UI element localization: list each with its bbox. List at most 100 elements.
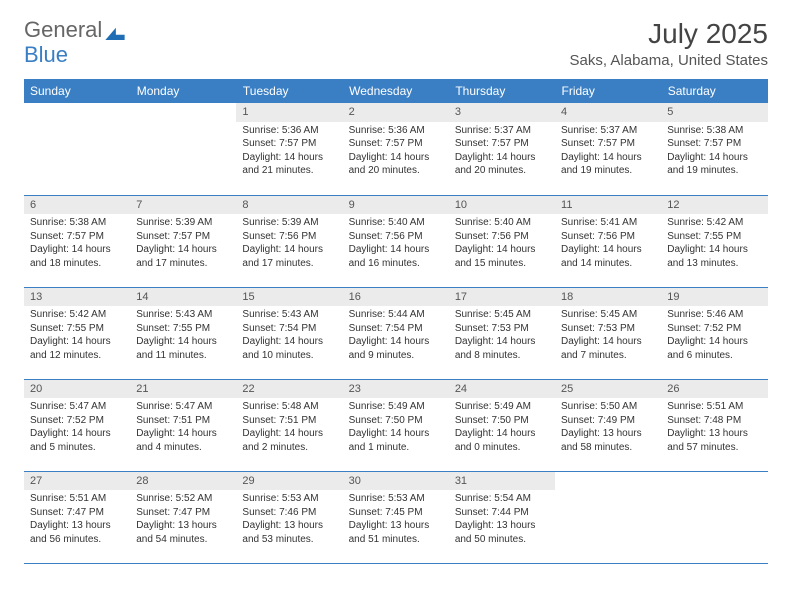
calendar-cell: 1Sunrise: 5:36 AMSunset: 7:57 PMDaylight… <box>236 103 342 195</box>
sunrise-line: Sunrise: 5:45 AM <box>455 308 549 322</box>
daylight-line: Daylight: 13 hours and 56 minutes. <box>30 519 124 546</box>
sunset-line: Sunset: 7:53 PM <box>455 322 549 336</box>
daylight-line: Daylight: 14 hours and 7 minutes. <box>561 335 655 362</box>
daylight-line: Daylight: 14 hours and 0 minutes. <box>455 427 549 454</box>
day-number: 27 <box>24 472 130 491</box>
day-details: Sunrise: 5:45 AMSunset: 7:53 PMDaylight:… <box>449 306 555 366</box>
sunset-line: Sunset: 7:55 PM <box>136 322 230 336</box>
sunset-line: Sunset: 7:54 PM <box>349 322 443 336</box>
sunrise-line: Sunrise: 5:49 AM <box>455 400 549 414</box>
sunset-line: Sunset: 7:56 PM <box>561 230 655 244</box>
day-number: 5 <box>661 103 767 122</box>
calendar-head: SundayMondayTuesdayWednesdayThursdayFrid… <box>24 79 768 103</box>
calendar-cell: 13Sunrise: 5:42 AMSunset: 7:55 PMDayligh… <box>24 287 130 379</box>
calendar-cell: 6Sunrise: 5:38 AMSunset: 7:57 PMDaylight… <box>24 195 130 287</box>
day-details: Sunrise: 5:43 AMSunset: 7:55 PMDaylight:… <box>130 306 236 366</box>
calendar-cell: 17Sunrise: 5:45 AMSunset: 7:53 PMDayligh… <box>449 287 555 379</box>
daylight-line: Daylight: 14 hours and 5 minutes. <box>30 427 124 454</box>
day-number: 12 <box>661 196 767 215</box>
calendar-cell: 30Sunrise: 5:53 AMSunset: 7:45 PMDayligh… <box>343 471 449 563</box>
sunrise-line: Sunrise: 5:37 AM <box>561 124 655 138</box>
day-number: 18 <box>555 288 661 307</box>
day-number: 28 <box>130 472 236 491</box>
day-number: 7 <box>130 196 236 215</box>
day-details: Sunrise: 5:43 AMSunset: 7:54 PMDaylight:… <box>236 306 342 366</box>
day-number: 20 <box>24 380 130 399</box>
sunrise-line: Sunrise: 5:46 AM <box>667 308 761 322</box>
day-details: Sunrise: 5:50 AMSunset: 7:49 PMDaylight:… <box>555 398 661 458</box>
sunset-line: Sunset: 7:53 PM <box>561 322 655 336</box>
sunrise-line: Sunrise: 5:38 AM <box>30 216 124 230</box>
day-number-empty <box>130 103 236 122</box>
day-details: Sunrise: 5:37 AMSunset: 7:57 PMDaylight:… <box>555 122 661 182</box>
daylight-line: Daylight: 14 hours and 15 minutes. <box>455 243 549 270</box>
sunrise-line: Sunrise: 5:43 AM <box>242 308 336 322</box>
sunset-line: Sunset: 7:47 PM <box>30 506 124 520</box>
sunrise-line: Sunrise: 5:42 AM <box>667 216 761 230</box>
day-details: Sunrise: 5:49 AMSunset: 7:50 PMDaylight:… <box>449 398 555 458</box>
daylight-line: Daylight: 14 hours and 13 minutes. <box>667 243 761 270</box>
sunset-line: Sunset: 7:56 PM <box>455 230 549 244</box>
day-details: Sunrise: 5:52 AMSunset: 7:47 PMDaylight:… <box>130 490 236 550</box>
weekday-header: Thursday <box>449 79 555 103</box>
day-number: 21 <box>130 380 236 399</box>
daylight-line: Daylight: 14 hours and 4 minutes. <box>136 427 230 454</box>
sunrise-line: Sunrise: 5:50 AM <box>561 400 655 414</box>
day-number: 16 <box>343 288 449 307</box>
daylight-line: Daylight: 14 hours and 20 minutes. <box>349 151 443 178</box>
month-title: July 2025 <box>570 18 768 50</box>
weekday-header: Sunday <box>24 79 130 103</box>
calendar-cell <box>24 103 130 195</box>
calendar-table: SundayMondayTuesdayWednesdayThursdayFrid… <box>24 79 768 564</box>
calendar-row: 13Sunrise: 5:42 AMSunset: 7:55 PMDayligh… <box>24 287 768 379</box>
sunrise-line: Sunrise: 5:39 AM <box>136 216 230 230</box>
calendar-row: 27Sunrise: 5:51 AMSunset: 7:47 PMDayligh… <box>24 471 768 563</box>
sunrise-line: Sunrise: 5:49 AM <box>349 400 443 414</box>
calendar-row: 1Sunrise: 5:36 AMSunset: 7:57 PMDaylight… <box>24 103 768 195</box>
daylight-line: Daylight: 13 hours and 54 minutes. <box>136 519 230 546</box>
day-details: Sunrise: 5:45 AMSunset: 7:53 PMDaylight:… <box>555 306 661 366</box>
sunset-line: Sunset: 7:55 PM <box>667 230 761 244</box>
sunrise-line: Sunrise: 5:47 AM <box>30 400 124 414</box>
day-number: 11 <box>555 196 661 215</box>
sunrise-line: Sunrise: 5:41 AM <box>561 216 655 230</box>
daylight-line: Daylight: 14 hours and 14 minutes. <box>561 243 655 270</box>
daylight-line: Daylight: 14 hours and 17 minutes. <box>136 243 230 270</box>
sunrise-line: Sunrise: 5:40 AM <box>349 216 443 230</box>
sunset-line: Sunset: 7:52 PM <box>667 322 761 336</box>
calendar-cell: 7Sunrise: 5:39 AMSunset: 7:57 PMDaylight… <box>130 195 236 287</box>
day-details: Sunrise: 5:46 AMSunset: 7:52 PMDaylight:… <box>661 306 767 366</box>
day-number: 10 <box>449 196 555 215</box>
daylight-line: Daylight: 14 hours and 2 minutes. <box>242 427 336 454</box>
sunrise-line: Sunrise: 5:39 AM <box>242 216 336 230</box>
day-number: 15 <box>236 288 342 307</box>
day-number: 23 <box>343 380 449 399</box>
sunset-line: Sunset: 7:57 PM <box>667 137 761 151</box>
sunrise-line: Sunrise: 5:45 AM <box>561 308 655 322</box>
sunrise-line: Sunrise: 5:51 AM <box>30 492 124 506</box>
sunset-line: Sunset: 7:47 PM <box>136 506 230 520</box>
daylight-line: Daylight: 13 hours and 51 minutes. <box>349 519 443 546</box>
sunrise-line: Sunrise: 5:42 AM <box>30 308 124 322</box>
daylight-line: Daylight: 14 hours and 21 minutes. <box>242 151 336 178</box>
day-details: Sunrise: 5:47 AMSunset: 7:52 PMDaylight:… <box>24 398 130 458</box>
sunset-line: Sunset: 7:54 PM <box>242 322 336 336</box>
day-number: 3 <box>449 103 555 122</box>
sunrise-line: Sunrise: 5:53 AM <box>242 492 336 506</box>
day-details: Sunrise: 5:53 AMSunset: 7:45 PMDaylight:… <box>343 490 449 550</box>
calendar-cell: 10Sunrise: 5:40 AMSunset: 7:56 PMDayligh… <box>449 195 555 287</box>
day-number: 29 <box>236 472 342 491</box>
sunset-line: Sunset: 7:51 PM <box>136 414 230 428</box>
day-details: Sunrise: 5:36 AMSunset: 7:57 PMDaylight:… <box>343 122 449 182</box>
day-details: Sunrise: 5:39 AMSunset: 7:57 PMDaylight:… <box>130 214 236 274</box>
sunset-line: Sunset: 7:57 PM <box>242 137 336 151</box>
day-number: 26 <box>661 380 767 399</box>
calendar-cell: 27Sunrise: 5:51 AMSunset: 7:47 PMDayligh… <box>24 471 130 563</box>
daylight-line: Daylight: 14 hours and 9 minutes. <box>349 335 443 362</box>
sunset-line: Sunset: 7:57 PM <box>136 230 230 244</box>
sunset-line: Sunset: 7:57 PM <box>30 230 124 244</box>
sunrise-line: Sunrise: 5:40 AM <box>455 216 549 230</box>
daylight-line: Daylight: 14 hours and 17 minutes. <box>242 243 336 270</box>
calendar-cell: 12Sunrise: 5:42 AMSunset: 7:55 PMDayligh… <box>661 195 767 287</box>
daylight-line: Daylight: 14 hours and 1 minute. <box>349 427 443 454</box>
